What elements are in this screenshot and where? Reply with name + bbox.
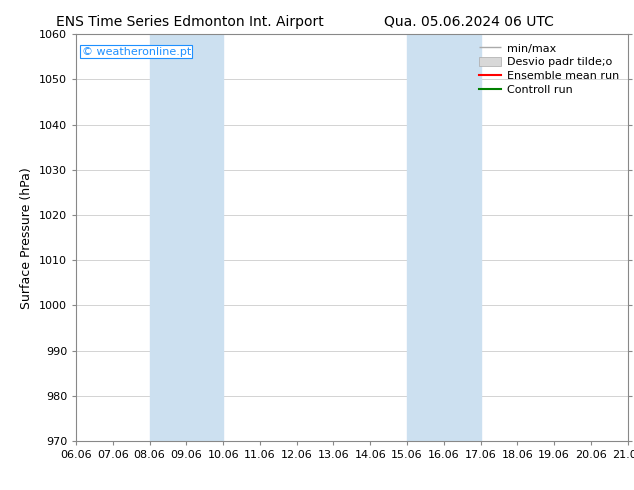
Y-axis label: Surface Pressure (hPa): Surface Pressure (hPa)	[20, 167, 34, 309]
Text: ENS Time Series Edmonton Int. Airport: ENS Time Series Edmonton Int. Airport	[56, 15, 324, 29]
Text: © weatheronline.pt: © weatheronline.pt	[82, 47, 191, 56]
Bar	[407, 34, 481, 441]
Text: Qua. 05.06.2024 06 UTC: Qua. 05.06.2024 06 UTC	[384, 15, 554, 29]
Bar	[150, 34, 223, 441]
Legend: min/max, Desvio padr tilde;o, Ensemble mean run, Controll run: min/max, Desvio padr tilde;o, Ensemble m…	[476, 40, 622, 98]
